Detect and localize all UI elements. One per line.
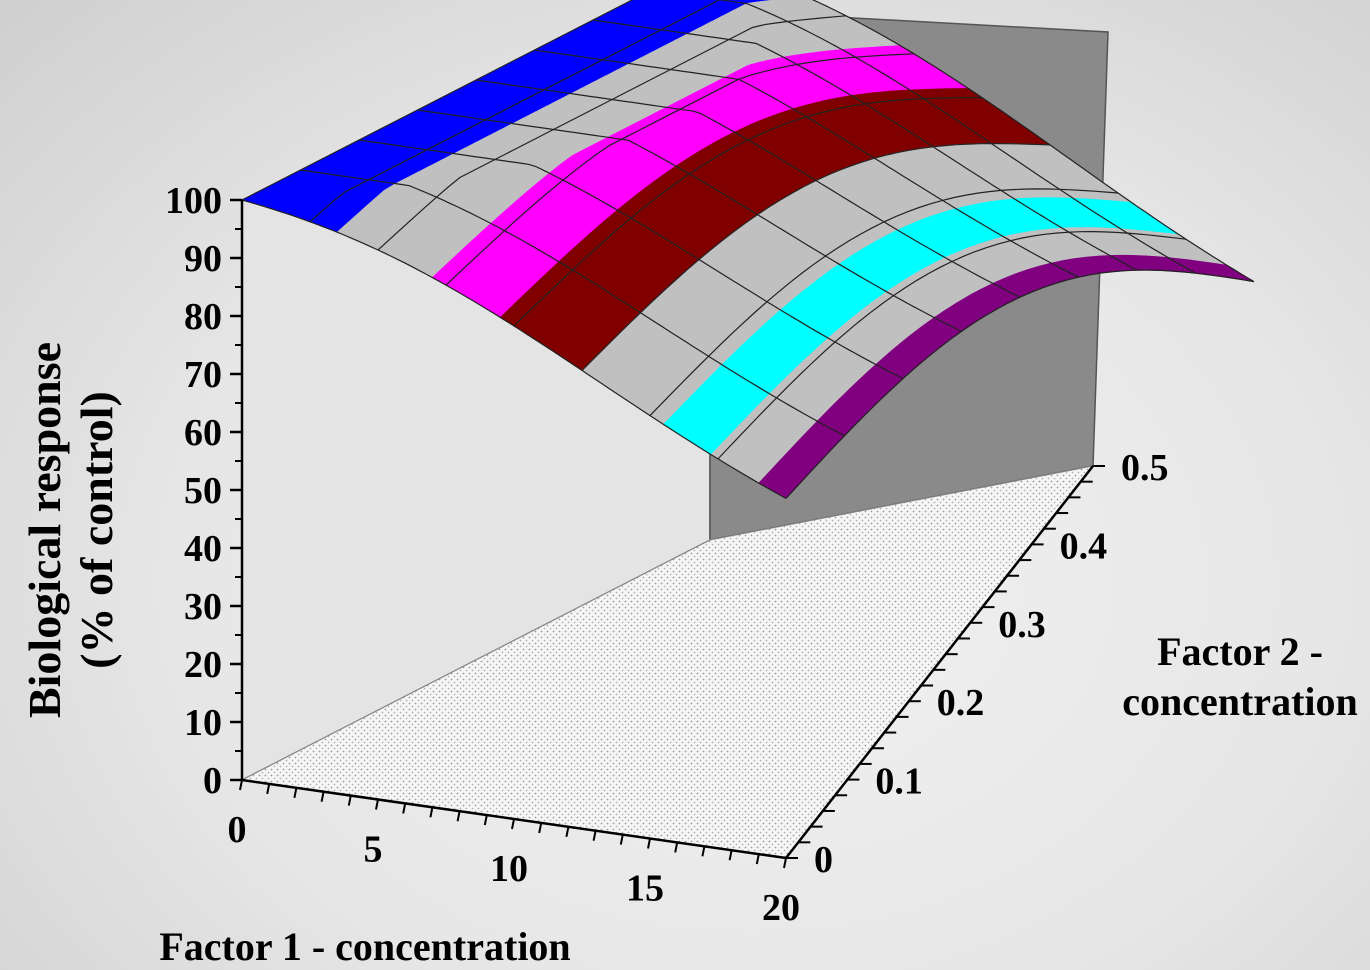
x-tick <box>375 799 379 810</box>
z-tick-label: 30 <box>184 586 222 628</box>
mesh-line-y <box>534 49 1079 278</box>
z-tick-label: 80 <box>184 296 222 338</box>
y-tick-label: 0.3 <box>998 604 1045 646</box>
z-tick-label: 70 <box>184 354 222 396</box>
z-axis-title-line2: (% of control) <box>71 391 122 669</box>
z-tick-label: 10 <box>184 702 222 744</box>
x-tick <box>565 826 570 837</box>
y-axis-title-line1: Factor 2 - <box>1157 629 1323 674</box>
mesh-line-y <box>241 199 787 499</box>
x-tick <box>402 803 407 814</box>
y-tick-label: 0.1 <box>875 761 923 803</box>
axes: 0 10 20 30 40 50 60 70 80 90 100 0 5 10 15 20 0 0.1 0.2 0.3… <box>165 180 1169 929</box>
x-tick <box>239 779 243 791</box>
x-axis-title: Factor 1 - concentration <box>159 924 570 969</box>
x-tick <box>538 822 543 834</box>
z-axis-title-line1: Biological response <box>19 342 70 718</box>
mesh-line-y <box>475 79 1021 298</box>
x-tick <box>347 795 352 806</box>
x-tick <box>728 850 733 861</box>
x-tick-label: 20 <box>762 887 800 929</box>
y-tick-label: 0.4 <box>1060 525 1108 567</box>
y-tick-label: 0.2 <box>937 682 985 724</box>
z-tick-label: 60 <box>184 412 222 454</box>
x-tick-label: 5 <box>364 829 383 871</box>
y-axis-line <box>785 465 1094 859</box>
x-tick <box>755 853 760 865</box>
mesh-line-y <box>300 169 845 437</box>
mesh-line-y <box>358 139 904 380</box>
x-tick <box>456 811 461 822</box>
x-tick <box>266 783 271 795</box>
z-tick-label: 50 <box>184 470 222 512</box>
y-tick-label: 0.5 <box>1121 447 1169 489</box>
x-tick-label: 10 <box>490 848 528 890</box>
x-tick <box>783 857 787 869</box>
z-tick-label: 20 <box>184 644 222 686</box>
z-tick-label: 40 <box>184 528 222 570</box>
y-axis-title-line2: concentration <box>1122 679 1358 724</box>
x-tick <box>429 807 434 818</box>
x-tick-label: 0 <box>228 809 247 851</box>
y-tick-label: 0 <box>814 839 833 881</box>
z-tick-label: 0 <box>203 760 222 802</box>
mesh-line-y <box>811 0 1255 283</box>
surface-mesh <box>241 0 1255 499</box>
x-tick <box>674 842 679 853</box>
x-tick-label: 15 <box>626 868 664 910</box>
x-tick <box>619 834 624 845</box>
x-tick <box>320 791 325 802</box>
x-tick <box>592 830 597 841</box>
z-tick-label: 90 <box>184 238 222 280</box>
z-tick-label: 100 <box>165 180 222 222</box>
x-tick <box>511 818 515 830</box>
mesh-line-y <box>717 0 1196 274</box>
mesh-line-y <box>592 19 1138 271</box>
x-tick <box>483 814 488 826</box>
x-tick <box>647 838 651 849</box>
x-tick <box>293 787 298 798</box>
response-surface <box>240 0 1255 499</box>
mesh-line-y <box>417 109 962 332</box>
x-tick <box>701 846 706 857</box>
